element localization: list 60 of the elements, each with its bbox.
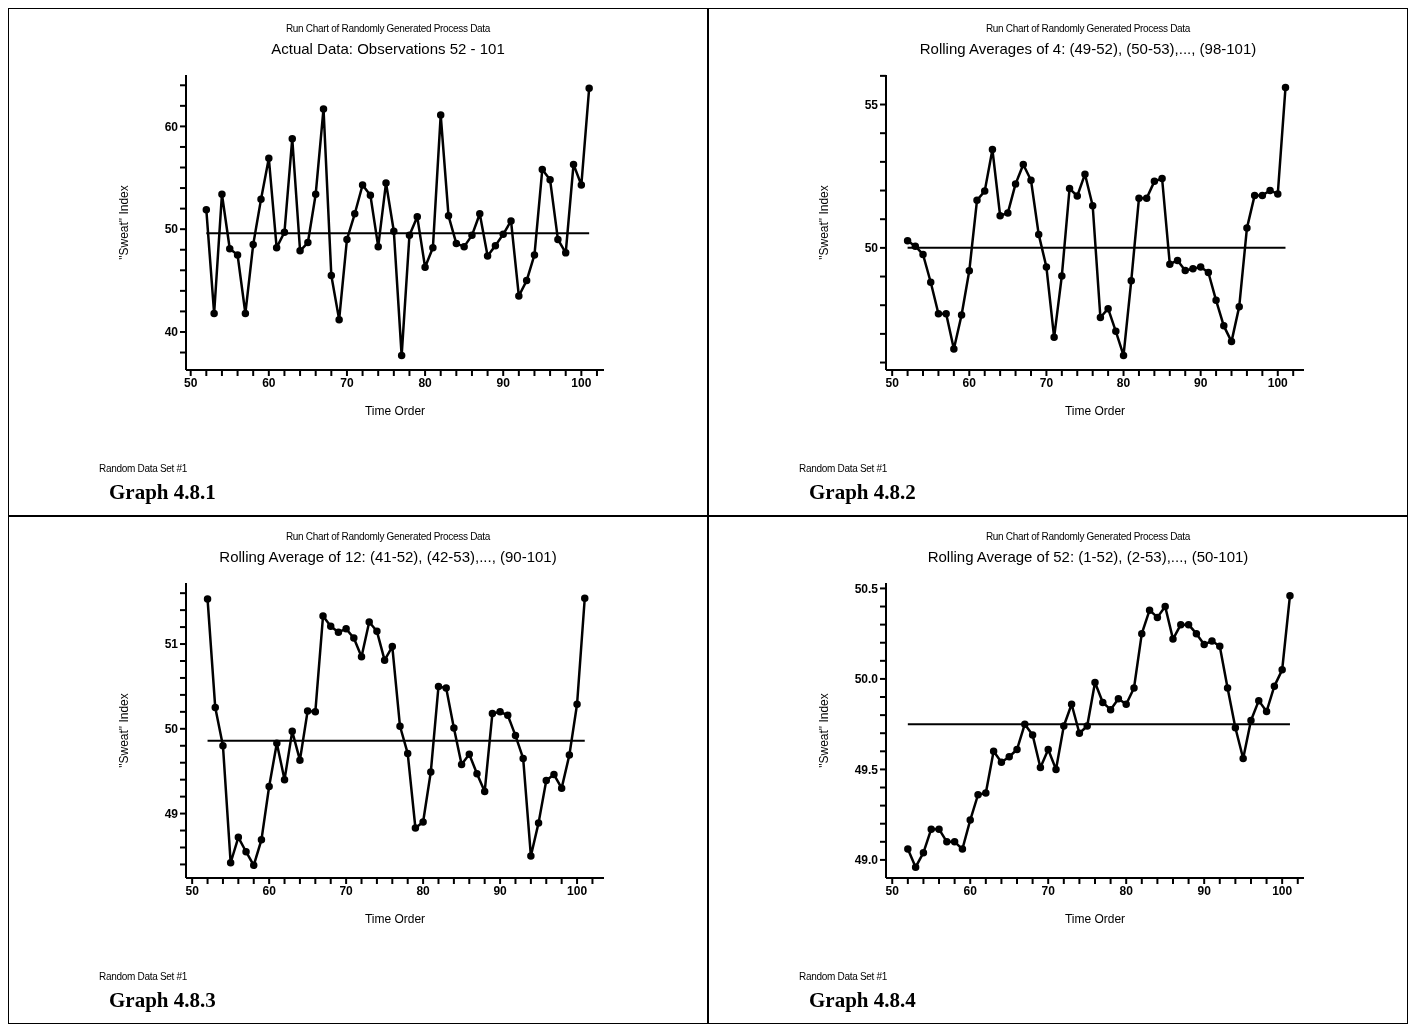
chart-title: Run Chart of Randomly Generated Process Data — [284, 531, 492, 542]
x-tick-label: 100 — [571, 375, 592, 390]
y-tick-label: 50 — [164, 222, 179, 237]
x-tick-label: 100 — [1272, 883, 1293, 898]
x-tick-label: 70 — [340, 375, 354, 390]
chart-title: Run Chart of Randomly Generated Process Data — [984, 531, 1192, 542]
x-tick-label: 80 — [1119, 883, 1134, 898]
y-axis-title: "Sweat" Index — [817, 693, 832, 768]
y-tick-label: 49.5 — [854, 762, 879, 777]
x-tick-label: 60 — [262, 883, 277, 898]
x-tick-label: 100 — [1267, 375, 1289, 390]
y-tick-label: 49.0 — [854, 853, 879, 868]
x-tick-label: 90 — [1197, 883, 1212, 898]
x-tick-label: 70 — [339, 883, 354, 898]
x-tick-label: 50 — [184, 375, 198, 390]
y-axis-title: "Sweat" Index — [817, 185, 832, 260]
x-tick-label: 80 — [418, 375, 433, 390]
chart-subtitle: Actual Data: Observations 52 - 101 — [270, 40, 506, 57]
x-tick-label: 60 — [262, 375, 276, 390]
y-tick-label: 50.0 — [854, 672, 879, 687]
x-axis-title: Time Order — [1064, 912, 1126, 926]
caption: Graph 4.8.4 — [809, 988, 916, 1013]
y-tick-label: 50.5 — [854, 581, 879, 596]
text: Random Data Set #1 — [99, 463, 188, 474]
x-tick-label: 60 — [962, 375, 977, 390]
text: Random Data Set #1 — [799, 463, 888, 474]
x-axis-title: Time Order — [1064, 404, 1126, 418]
chart-subtitle: Rolling Average of 52: (1-52), (2-53),..., (50-101) — [926, 548, 1250, 565]
caption: Graph 4.8.1 — [109, 480, 216, 505]
chart-subtitle: Rolling Average of 12: (41-52), (42-53),..., (90-101) — [218, 548, 558, 565]
x-tick-label: 60 — [963, 883, 978, 898]
y-tick-label: 50 — [164, 722, 179, 737]
x-tick-label: 70 — [1039, 375, 1054, 390]
caption: Graph 4.8.2 — [809, 480, 916, 505]
chart-subtitle: Rolling Averages of 4: (49-52), (50-53),..., (98-101) — [918, 40, 1258, 57]
text: Random Data Set #1 — [99, 971, 188, 982]
y-tick-label: 49 — [164, 806, 179, 821]
x-tick-label: 90 — [496, 375, 511, 390]
y-tick-label: 51 — [164, 637, 179, 652]
y-tick-label: 50 — [864, 241, 879, 256]
x-axis-title: Time Order — [364, 404, 426, 418]
y-tick-label: 60 — [164, 119, 179, 134]
x-tick-label: 50 — [185, 883, 200, 898]
chart-title: Run Chart of Randomly Generated Process Data — [984, 23, 1192, 34]
x-tick-label: 90 — [493, 883, 508, 898]
x-tick-label: 80 — [416, 883, 431, 898]
x-tick-label: 80 — [1116, 375, 1131, 390]
y-tick-label: 55 — [864, 97, 879, 112]
x-tick-label: 90 — [1193, 375, 1208, 390]
x-tick-label: 50 — [885, 375, 900, 390]
text: Random Data Set #1 — [799, 971, 888, 982]
caption: Graph 4.8.3 — [109, 988, 216, 1013]
x-tick-label: 100 — [567, 883, 588, 898]
chart-title: Run Chart of Randomly Generated Process Data — [284, 23, 492, 34]
y-tick-label: 40 — [164, 325, 179, 340]
x-tick-label: 70 — [1041, 883, 1056, 898]
x-axis-title: Time Order — [364, 912, 426, 926]
y-axis-title: "Sweat" Index — [117, 185, 132, 260]
x-tick-label: 50 — [885, 883, 900, 898]
y-axis-title: "Sweat" Index — [117, 693, 132, 768]
